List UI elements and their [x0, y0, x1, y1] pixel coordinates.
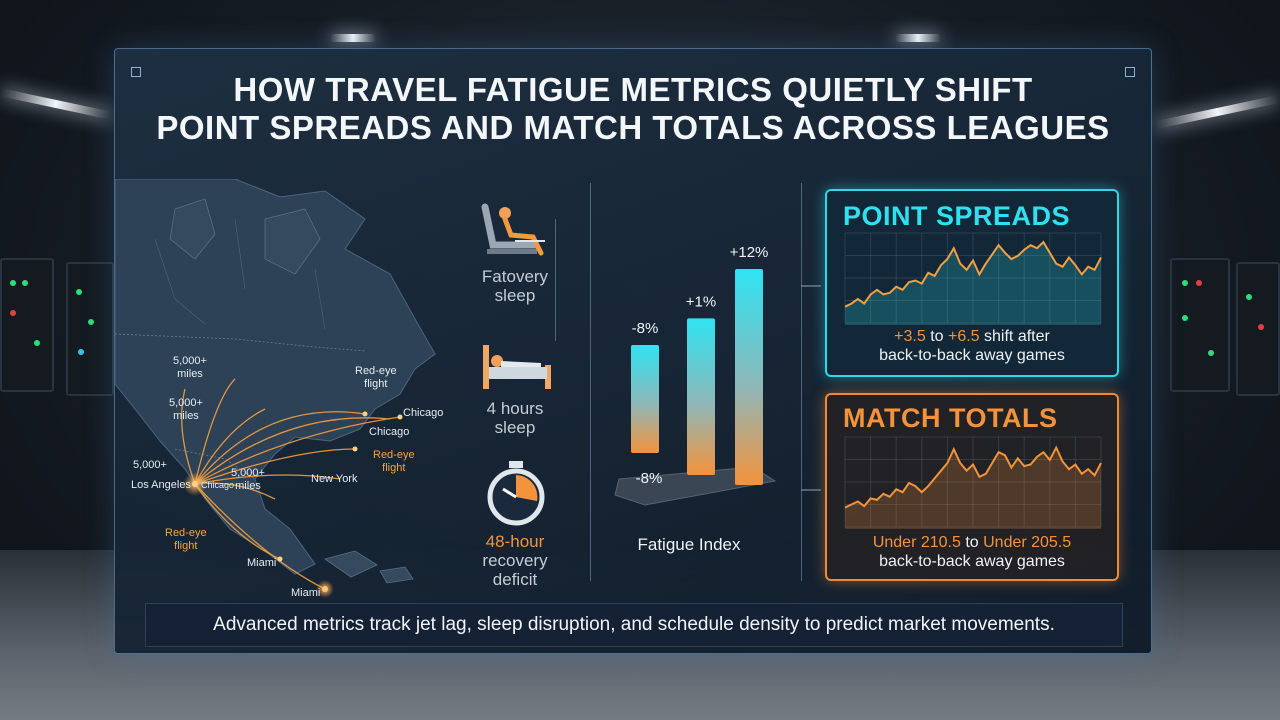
map-label-miles: 5,000+ miles: [173, 355, 207, 380]
fatigue-chart: -8% +1% +12%: [605, 229, 785, 559]
series-line: [844, 445, 1102, 509]
map-label-miles: 5,000+: [133, 459, 167, 471]
title-line-2: POINT SPREADS AND MATCH TOTALS ACROSS LE…: [156, 109, 1110, 146]
match-totals-caption: Under 210.5 to Under 205.5 back-to-back …: [827, 533, 1117, 571]
land-mass: [264, 208, 321, 275]
map-label-red-eye: Red-eye flight: [355, 365, 397, 390]
server-rack: [0, 258, 54, 392]
deficit-highlight-label: 48-hour: [485, 532, 545, 551]
caption-value: +3.5: [894, 328, 926, 345]
stopwatch-icon: [483, 459, 549, 534]
border-line: [174, 448, 256, 480]
border-line: [115, 333, 366, 352]
fatigue-bar-label: +1%: [686, 293, 716, 310]
series-area: [845, 447, 1101, 529]
caption-value: Under 210.5: [872, 534, 961, 551]
map-label-red-eye: Red-eye flight: [373, 449, 415, 474]
fatigue-bar: [631, 345, 659, 453]
server-rack: [1236, 262, 1280, 396]
point-spreads-chart: [844, 232, 1102, 325]
series-line: [844, 240, 1102, 308]
ceiling-light: [0, 88, 112, 120]
map-label-red-eye: Red-eye flight: [165, 527, 207, 552]
north-america-map: [115, 179, 436, 598]
point-spreads-caption: +3.5 to +6.5 shift after back-to-back aw…: [827, 327, 1117, 365]
divider: [801, 183, 802, 581]
point-spreads-panel: POINT SPREADS +3.5 to +6.5 shift after b…: [825, 189, 1119, 377]
infographic-panel: HOW TRAVEL FATIGUE METRICS QUIETLY SHIFT…: [114, 48, 1152, 654]
land-mass: [169, 198, 216, 260]
corner-marker: [131, 67, 141, 77]
caption-text: back-to-back away games: [879, 347, 1065, 364]
caption-text: shift after: [979, 328, 1050, 345]
bracket-connector: [801, 285, 821, 287]
server-rack: [1170, 258, 1230, 392]
map-label-los-angeles: Los Angeles: [131, 479, 191, 491]
fatigue-chart-svg: -8% +1% +12%: [614, 244, 777, 506]
city-dot: [277, 556, 283, 562]
fatigue-bar-label: +12%: [730, 244, 769, 261]
ceiling-light: [330, 34, 376, 42]
caption-value: +6.5: [947, 328, 980, 345]
map-label-miami: Miami: [291, 587, 321, 599]
ceiling-light: [895, 34, 941, 42]
caption-text: to: [925, 328, 948, 345]
fatigue-bar: [735, 269, 763, 485]
map-label-miles: 5,000+ miles: [231, 467, 265, 492]
city-dot: [397, 414, 403, 420]
corner-marker: [1125, 67, 1135, 77]
ceiling-light: [1155, 95, 1280, 129]
title-line-1: HOW TRAVEL FATIGUE METRICS QUIETLY SHIFT: [233, 71, 1033, 108]
match-totals-chart: [844, 436, 1102, 529]
flight-routes: [181, 378, 401, 590]
land-mass: [379, 566, 414, 584]
caption-value: Under 205.5: [983, 534, 1072, 551]
server-rack: [66, 262, 114, 396]
map-label-chicago: Chicago: [369, 426, 410, 438]
deficit-label: recovery deficit: [482, 551, 548, 589]
bed-icon: [477, 343, 557, 398]
sleep-label: Fatovery sleep: [481, 267, 549, 305]
map-label-miami: Miami: [247, 557, 277, 569]
footer-caption: Advanced metrics track jet lag, sleep di…: [145, 603, 1123, 647]
map-label-city: Chicago: [201, 480, 235, 490]
sleep-hours-label: 4 hours sleep: [486, 399, 544, 437]
bracket-connector: [801, 489, 821, 491]
divider: [555, 219, 556, 341]
city-glow-miami: [316, 580, 334, 598]
fatigue-index-label: Fatigue Index: [637, 535, 741, 554]
point-spreads-title: POINT SPREADS: [843, 201, 1071, 231]
city-dot: [362, 411, 368, 417]
reclining-seat-icon: [475, 197, 555, 266]
map-label-new-york: New York: [311, 473, 358, 485]
land-mass: [324, 550, 378, 578]
match-totals-title: MATCH TOTALS: [843, 403, 1058, 433]
divider: [590, 183, 591, 581]
border-line: [154, 218, 326, 330]
map-label-miles: 5,000+ miles: [169, 397, 203, 422]
city-dot: [352, 446, 358, 452]
map-label-chicago: Chicago: [403, 407, 444, 419]
caption-text: to: [960, 534, 984, 551]
fatigue-bar-label: -8%: [632, 320, 659, 337]
series-area: [845, 242, 1101, 325]
match-totals-panel: MATCH TOTALS Under 210.5 to Under 205.5 …: [825, 393, 1119, 581]
travel-map: 5,000+ miles 5,000+ miles 5,000+ Los Ang…: [115, 179, 455, 609]
caption-text: back-to-back away games: [879, 553, 1065, 570]
fatigue-bar: [687, 318, 715, 475]
fatigue-base-label: -8%: [635, 470, 663, 487]
city-dot: [192, 481, 198, 487]
